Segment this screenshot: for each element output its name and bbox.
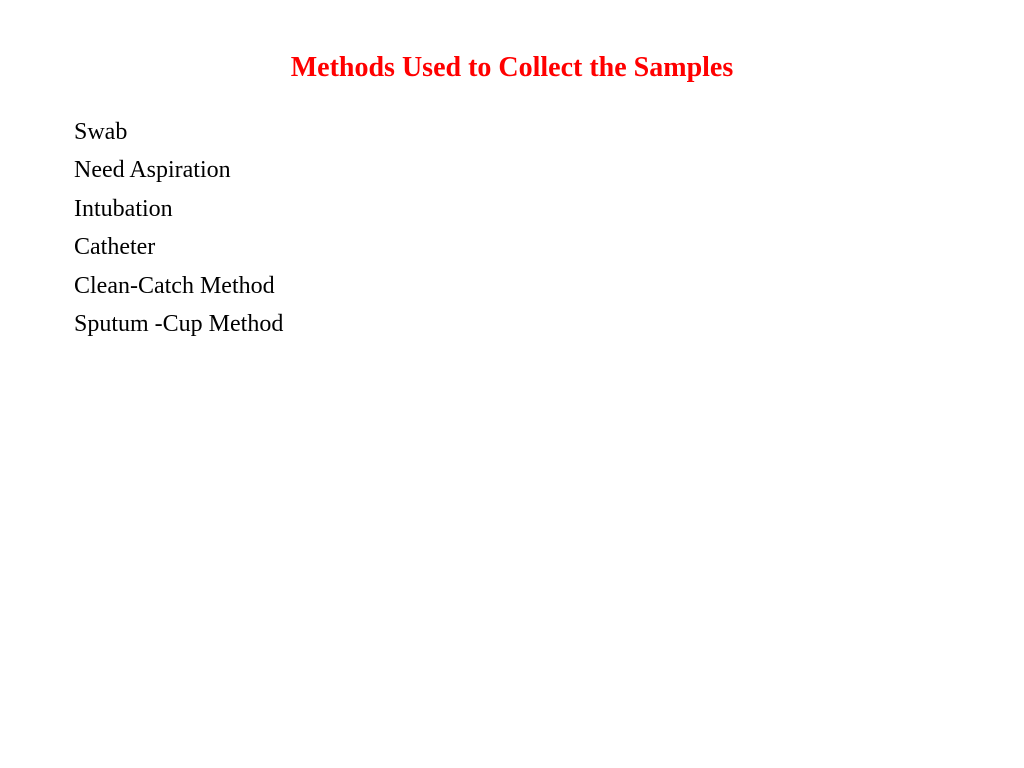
list-item: Intubation (74, 193, 1024, 225)
slide-container: Methods Used to Collect the Samples Swab… (0, 0, 1024, 768)
list-item: Swab (74, 116, 1024, 148)
list-item: Sputum -Cup Method (74, 308, 1024, 340)
list-item: Need Aspiration (74, 154, 1024, 186)
slide-title: Methods Used to Collect the Samples (0, 52, 1024, 84)
content-list: Swab Need Aspiration Intubation Catheter… (0, 116, 1024, 340)
list-item: Catheter (74, 231, 1024, 263)
list-item: Clean-Catch Method (74, 270, 1024, 302)
